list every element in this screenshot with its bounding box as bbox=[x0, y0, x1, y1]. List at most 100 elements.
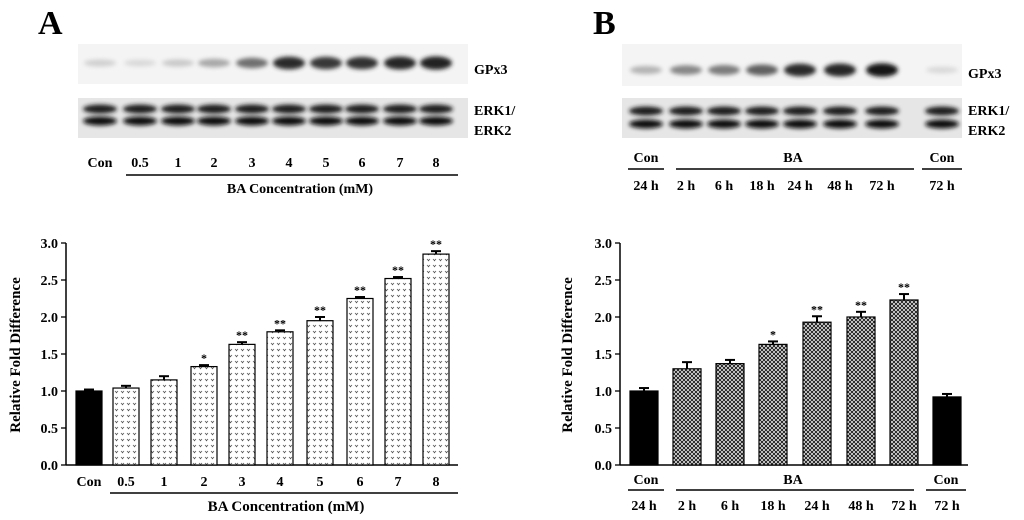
y-tick-label: 3.0 bbox=[595, 237, 613, 252]
x-tick-label: 48 h bbox=[848, 499, 874, 514]
erk2-label-b: ERK2 bbox=[968, 124, 1005, 139]
blot-b-gpx3-band bbox=[630, 66, 662, 74]
x-tick-label: 8 bbox=[433, 475, 440, 490]
blot-a-gpx3-band bbox=[310, 56, 342, 70]
y-tick-label: 2.0 bbox=[41, 311, 59, 326]
blot-b-lane-label: 24 h bbox=[633, 179, 659, 194]
y-tick-label: 1.0 bbox=[41, 385, 59, 400]
bar bbox=[932, 396, 962, 466]
blot-a-erk2-band bbox=[235, 116, 269, 126]
blot-b-erk1-band bbox=[629, 106, 663, 116]
blot-b-gpx3-band bbox=[866, 63, 898, 77]
blot-a-gpx3-band bbox=[420, 56, 452, 70]
x-tick-label: 2 bbox=[201, 475, 208, 490]
blot-b-gpx3-band bbox=[746, 64, 778, 76]
blot-a-gpx3-band bbox=[84, 59, 116, 67]
x-tick-label: 5 bbox=[317, 475, 324, 490]
blot-a-erk2-band bbox=[161, 116, 195, 126]
erk1-label-b: ERK1/ bbox=[968, 104, 1010, 119]
bar bbox=[75, 390, 103, 466]
blot-a-erk1-band bbox=[419, 104, 453, 114]
blot-b-con-right: Con bbox=[930, 151, 955, 166]
blot-a-lane-label: 1 bbox=[175, 156, 182, 171]
x-tick-label: 4 bbox=[277, 475, 284, 490]
blot-a-gpx3-band bbox=[198, 58, 230, 68]
bar bbox=[802, 321, 832, 466]
y-tick-label: 1.5 bbox=[41, 348, 59, 363]
y-tick-label: 1.0 bbox=[595, 385, 613, 400]
blot-b-lane-label: 2 h bbox=[677, 179, 696, 194]
significance-mark: ** bbox=[855, 298, 867, 312]
chart-b-con-left: Con bbox=[634, 473, 659, 488]
blot-a-erk1-band bbox=[345, 104, 379, 114]
blot-b-lane-label: 18 h bbox=[749, 179, 775, 194]
x-tick-label: 6 h bbox=[721, 499, 740, 514]
blot-a-erk2-band bbox=[419, 116, 453, 126]
panel-a-blot: GPx3 ERK1/ ERK2 Con 0.5 1 2 3 4 5 6 7 8 BA Concen… bbox=[78, 44, 516, 197]
blot-a-lane-label: 4 bbox=[286, 156, 293, 171]
chart-a-ylabel: Relative Fold Difference bbox=[8, 277, 24, 433]
blot-a-gpx3-band bbox=[346, 56, 378, 70]
panel-b-chart: 0.0 0.5 1.0 1.5 2.0 2.5 3.0 24 h 2 h 6 h * 18 h ** 24… bbox=[560, 237, 968, 514]
bar bbox=[629, 390, 659, 466]
blot-a-gpx3-band bbox=[236, 57, 268, 69]
chart-b-ylabel: Relative Fold Difference bbox=[560, 277, 576, 433]
blot-b-erk2-band bbox=[823, 119, 857, 129]
bar bbox=[889, 299, 919, 466]
blot-a-erk1-band bbox=[235, 104, 269, 114]
blot-a-gpx3-band bbox=[273, 56, 305, 70]
blot-b-erk2-band bbox=[745, 119, 779, 129]
blot-a-gpx3-band bbox=[124, 59, 156, 67]
significance-mark: ** bbox=[392, 263, 404, 277]
bar bbox=[846, 316, 876, 466]
bar bbox=[266, 331, 294, 466]
y-tick-label: 2.5 bbox=[595, 274, 613, 289]
bar bbox=[112, 387, 140, 466]
y-tick-label: 0.0 bbox=[595, 459, 613, 474]
blot-a-erk2-band bbox=[309, 116, 343, 126]
blot-a-erk2-band bbox=[383, 116, 417, 126]
blot-b-erk1-band bbox=[865, 106, 899, 116]
significance-mark: ** bbox=[236, 328, 248, 342]
significance-mark: * bbox=[201, 351, 207, 365]
erk2-label-a: ERK2 bbox=[474, 124, 511, 139]
blot-b-erk1-band bbox=[783, 106, 817, 116]
y-tick-label: 0.5 bbox=[595, 422, 613, 437]
blot-b-gpx3-band bbox=[708, 65, 740, 75]
blot-a-gpx3-band bbox=[384, 56, 416, 70]
blot-a-erk2-band bbox=[345, 116, 379, 126]
x-tick-label: 7 bbox=[395, 475, 402, 490]
blot-b-erk2-band bbox=[925, 119, 959, 129]
x-tick-label: 2 h bbox=[678, 499, 697, 514]
bar bbox=[758, 343, 788, 466]
blot-a-erk1-band bbox=[123, 104, 157, 114]
gpx3-label-a: GPx3 bbox=[474, 63, 507, 78]
blot-b-erk2-band bbox=[669, 119, 703, 129]
blot-a-lane-label: 6 bbox=[359, 156, 366, 171]
panel-b-blot: GPx3 ERK1/ ERK2 Con BA Con 24 h 2 h 6 h 18 … bbox=[622, 44, 1010, 194]
bar bbox=[190, 365, 218, 466]
blot-a-erk2-band bbox=[197, 116, 231, 126]
x-tick-label: 24 h bbox=[804, 499, 830, 514]
gpx3-label-b: GPx3 bbox=[968, 67, 1001, 82]
blot-a-erk1-band bbox=[383, 104, 417, 114]
blot-b-lane-label: 48 h bbox=[827, 179, 853, 194]
blot-b-erk2-band bbox=[629, 119, 663, 129]
panel-a-letter: A bbox=[38, 5, 63, 42]
panel-b-letter: B bbox=[593, 5, 616, 42]
y-tick-label: 3.0 bbox=[41, 237, 59, 252]
blot-b-erk2-band bbox=[783, 119, 817, 129]
blot-a-erk1-band bbox=[161, 104, 195, 114]
blot-a-lane-label: 2 bbox=[211, 156, 218, 171]
blot-b-erk1-band bbox=[669, 106, 703, 116]
blot-b-lane-label: 24 h bbox=[787, 179, 813, 194]
blot-a-erk1-band bbox=[309, 104, 343, 114]
x-tick-label: 18 h bbox=[760, 499, 786, 514]
blot-b-erk1-band bbox=[925, 106, 959, 116]
bar bbox=[228, 343, 256, 466]
blot-a-lane-label: 5 bbox=[323, 156, 330, 171]
blot-a-erk2-band bbox=[83, 116, 117, 126]
blot-a-erk1-band bbox=[272, 104, 306, 114]
y-tick-label: 0.5 bbox=[41, 422, 59, 437]
